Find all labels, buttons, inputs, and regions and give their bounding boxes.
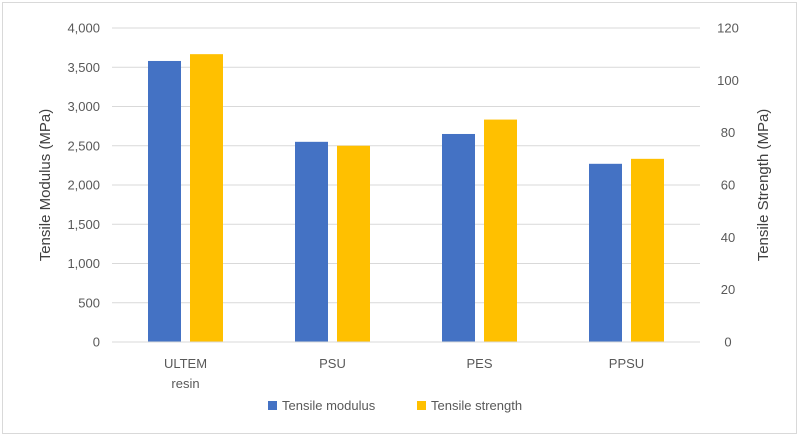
x-category-label: PPSU (609, 356, 644, 371)
legend: Tensile modulus Tensile strength (268, 398, 522, 413)
y2-tick-label: 120 (717, 21, 739, 36)
y2-axis-title: Tensile Strength (MPa) (755, 109, 772, 262)
y-tick-label: 2,000 (67, 178, 100, 193)
right-axis-ticks: 0 20 40 60 80 100 120 (717, 21, 739, 350)
legend-label-tensile-modulus: Tensile modulus (282, 398, 376, 413)
y2-tick-label: 20 (721, 282, 735, 297)
y-tick-label: 500 (78, 295, 100, 310)
y2-tick-label: 60 (721, 178, 735, 193)
y-tick-label: 1,500 (67, 217, 100, 232)
y-tick-label: 0 (93, 335, 100, 350)
y2-tick-label: 80 (721, 125, 735, 140)
bar-tensile-strength (484, 119, 517, 342)
bar-tensile-strength (337, 145, 370, 342)
x-category-label: resin (171, 376, 199, 391)
y-tick-label: 1,000 (67, 256, 100, 271)
category-labels: ULTEM resin PSU PES PPSU (164, 356, 644, 391)
x-category-label: PSU (319, 356, 346, 371)
bar-tensile-strength (190, 54, 223, 343)
bar-tensile-strength (631, 158, 664, 342)
x-category-label: ULTEM (164, 356, 207, 371)
y-tick-label: 3,000 (67, 99, 100, 114)
legend-swatch-tensile-strength (417, 401, 426, 410)
bar-tensile-modulus (589, 163, 622, 342)
legend-label-tensile-strength: Tensile strength (431, 398, 522, 413)
left-axis-ticks: 0 500 1,000 1,500 2,000 2,500 3,000 3,500 4,000 (67, 21, 100, 350)
bar-tensile-modulus (442, 133, 475, 342)
y-tick-label: 2,500 (67, 138, 100, 153)
bar-tensile-modulus (148, 60, 181, 342)
y-axis-title: Tensile Modulus (MPa) (37, 109, 54, 262)
y2-tick-label: 40 (721, 230, 735, 245)
y2-tick-label: 100 (717, 73, 739, 88)
y-tick-label: 4,000 (67, 21, 100, 36)
chart-frame (2, 2, 797, 434)
x-category-label: PES (466, 356, 492, 371)
y2-tick-label: 0 (724, 335, 731, 350)
bars (148, 54, 664, 343)
legend-swatch-tensile-modulus (268, 401, 277, 410)
y-tick-label: 3,500 (67, 60, 100, 75)
bar-tensile-modulus (295, 141, 328, 342)
